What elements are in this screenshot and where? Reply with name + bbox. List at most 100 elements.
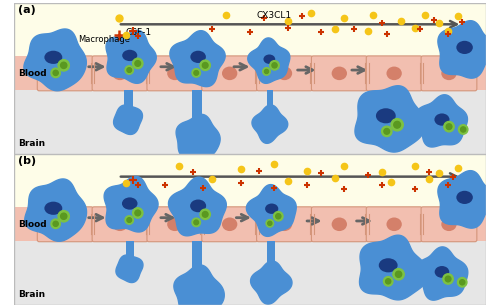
Circle shape [460,127,466,132]
FancyBboxPatch shape [366,56,422,91]
Circle shape [58,60,70,71]
Ellipse shape [456,41,473,54]
FancyBboxPatch shape [147,56,203,91]
Bar [126,241,134,264]
Bar [266,90,273,119]
FancyBboxPatch shape [92,56,148,91]
Ellipse shape [434,266,450,278]
Circle shape [393,269,404,280]
Polygon shape [170,31,225,87]
Ellipse shape [122,50,138,61]
Ellipse shape [44,51,62,64]
Circle shape [135,61,140,66]
Circle shape [445,276,451,282]
FancyBboxPatch shape [38,56,93,91]
Ellipse shape [277,217,292,231]
FancyBboxPatch shape [256,207,312,242]
Circle shape [135,210,140,216]
Ellipse shape [190,200,206,212]
Polygon shape [24,29,86,91]
Text: (a): (a) [18,6,36,15]
Bar [192,90,202,130]
Polygon shape [248,38,290,83]
Circle shape [132,208,143,218]
Polygon shape [355,86,425,152]
Text: (b): (b) [18,156,36,166]
Circle shape [51,219,60,229]
Polygon shape [416,95,468,147]
Circle shape [262,68,270,75]
Polygon shape [176,114,220,158]
Ellipse shape [442,67,456,80]
Ellipse shape [58,67,73,80]
Circle shape [270,61,279,70]
Polygon shape [438,21,494,78]
Circle shape [200,209,210,220]
Circle shape [460,280,465,285]
FancyBboxPatch shape [92,207,148,242]
Circle shape [266,220,274,227]
Circle shape [132,58,143,69]
Bar [14,3,486,56]
Ellipse shape [386,67,402,80]
Ellipse shape [44,202,62,215]
Circle shape [446,124,452,129]
Circle shape [394,121,400,128]
FancyBboxPatch shape [202,207,258,242]
Ellipse shape [58,217,73,231]
Circle shape [53,70,59,75]
Ellipse shape [386,217,402,231]
Circle shape [200,60,210,71]
Bar [14,56,486,90]
Circle shape [382,126,392,136]
Bar [14,207,486,241]
FancyBboxPatch shape [38,207,93,242]
Polygon shape [106,30,156,83]
Circle shape [125,216,134,224]
Ellipse shape [376,108,396,123]
FancyBboxPatch shape [421,56,477,91]
Circle shape [53,221,59,226]
Bar [192,241,202,284]
Text: Brain: Brain [18,290,45,299]
Polygon shape [415,247,468,300]
Bar [14,154,486,207]
FancyBboxPatch shape [312,207,367,242]
FancyBboxPatch shape [421,207,477,242]
Bar [267,241,276,277]
Polygon shape [104,176,158,232]
Ellipse shape [112,67,128,80]
Text: Blood: Blood [18,69,46,78]
Text: Brain: Brain [18,139,45,148]
Circle shape [194,220,198,225]
Circle shape [192,218,200,227]
Circle shape [384,277,393,286]
Ellipse shape [265,204,278,214]
FancyBboxPatch shape [256,56,312,91]
Ellipse shape [456,191,473,204]
Polygon shape [168,177,226,236]
Text: Blood: Blood [18,220,46,229]
Circle shape [58,211,70,222]
Polygon shape [174,265,224,308]
Polygon shape [246,184,296,236]
Circle shape [194,71,198,75]
FancyBboxPatch shape [312,56,367,91]
Circle shape [276,214,281,219]
Circle shape [391,119,404,131]
Ellipse shape [167,67,182,80]
FancyBboxPatch shape [366,207,422,242]
Circle shape [274,212,283,221]
Circle shape [458,125,468,134]
Ellipse shape [112,217,128,231]
Ellipse shape [122,197,138,210]
Polygon shape [360,235,428,300]
Bar [14,90,486,154]
Circle shape [272,63,277,68]
Ellipse shape [332,67,347,80]
Text: CSF-1: CSF-1 [125,28,151,37]
Ellipse shape [167,217,182,231]
Circle shape [60,213,67,219]
Circle shape [268,221,272,225]
Ellipse shape [190,51,206,63]
